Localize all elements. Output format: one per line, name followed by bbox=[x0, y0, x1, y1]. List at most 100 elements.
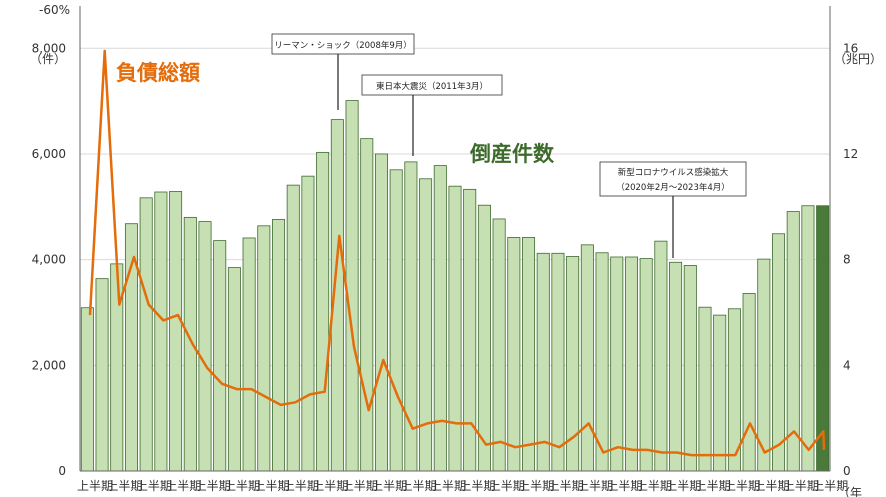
x-tick-label: 上半期 bbox=[548, 479, 584, 493]
bar bbox=[316, 151, 330, 472]
x-tick-label: 上半期 bbox=[106, 479, 142, 493]
x-axis-unit: （年 bbox=[838, 486, 862, 497]
x-tick-label: 上半期 bbox=[724, 479, 760, 493]
left-tick-label: 2,000 bbox=[32, 358, 66, 372]
annotation-text: （2020年2月～2023年4月） bbox=[616, 182, 730, 193]
annotation-box bbox=[361, 74, 503, 96]
count-series-label: 倒産件数 bbox=[469, 142, 555, 166]
bar bbox=[360, 138, 374, 472]
x-tick-label: 上半期 bbox=[253, 479, 289, 493]
bar bbox=[272, 219, 286, 472]
bar bbox=[477, 204, 491, 472]
bar bbox=[507, 237, 521, 472]
left-tick-label: 4,000 bbox=[32, 253, 66, 267]
bar bbox=[286, 184, 300, 472]
x-tick-label: 上半期 bbox=[577, 479, 613, 493]
bar bbox=[257, 225, 271, 472]
bar bbox=[227, 267, 241, 472]
x-tick-label: 上半期 bbox=[136, 479, 172, 493]
bar bbox=[624, 256, 638, 472]
bar bbox=[95, 278, 109, 472]
bar bbox=[595, 252, 609, 472]
x-tick-label: 上半期 bbox=[430, 479, 466, 493]
bar bbox=[551, 252, 565, 472]
bar-series bbox=[80, 100, 830, 472]
bar bbox=[80, 307, 94, 472]
bar bbox=[536, 252, 550, 472]
left-top-label: -60% bbox=[39, 3, 70, 17]
bar bbox=[419, 178, 433, 472]
annotation-callout: リーマン・ショック（2008年9月） bbox=[271, 33, 415, 110]
x-tick-label: 上半期 bbox=[812, 479, 848, 493]
bar bbox=[169, 191, 183, 472]
axes bbox=[79, 6, 831, 472]
bar bbox=[492, 218, 506, 472]
x-tick-label: 上半期 bbox=[459, 479, 495, 493]
bar bbox=[448, 185, 462, 472]
x-tick-label: 上半期 bbox=[753, 479, 789, 493]
annotation-text: 新型コロナウイルス感染拡大 bbox=[618, 167, 729, 178]
bar bbox=[183, 216, 197, 472]
left-axis-ticks: 0 2,000 4,000 6,000 8,000 bbox=[32, 41, 66, 478]
bar bbox=[522, 237, 536, 472]
bar bbox=[639, 258, 653, 472]
annotation-box bbox=[271, 33, 415, 55]
bar bbox=[580, 244, 594, 472]
bar bbox=[433, 165, 447, 472]
line-series bbox=[88, 49, 826, 457]
bar bbox=[374, 153, 388, 472]
right-tick-label: 4 bbox=[843, 358, 851, 372]
bar bbox=[139, 197, 153, 472]
bar bbox=[154, 191, 168, 472]
annotation-box bbox=[599, 161, 747, 197]
x-tick-label: 上半期 bbox=[195, 479, 231, 493]
right-axis-unit: （兆円） bbox=[834, 52, 882, 66]
left-tick-label: 0 bbox=[58, 464, 66, 478]
x-tick-label: 上半期 bbox=[283, 479, 319, 493]
right-tick-label: 16 bbox=[843, 41, 858, 55]
x-tick-label: 上半期 bbox=[77, 479, 113, 493]
x-axis-ticks: 上半期上半期上半期上半期上半期上半期上半期上半期上半期上半期上半期上半期上半期上… bbox=[77, 479, 848, 493]
debt-series-label: 負債総額 bbox=[116, 61, 200, 85]
x-tick-label: 上半期 bbox=[312, 479, 348, 493]
bar bbox=[213, 240, 227, 472]
x-tick-label: 上半期 bbox=[342, 479, 378, 493]
bar bbox=[669, 261, 683, 472]
left-axis-unit: （件） bbox=[30, 52, 66, 66]
x-tick-label: 上半期 bbox=[783, 479, 819, 493]
x-tick-label: 上半期 bbox=[165, 479, 201, 493]
x-tick-label: 上半期 bbox=[489, 479, 525, 493]
bar bbox=[610, 256, 624, 472]
annotation-callout: 東日本大震災（2011年3月） bbox=[361, 74, 503, 156]
bar bbox=[772, 233, 786, 472]
right-tick-label: 12 bbox=[843, 147, 858, 161]
bar bbox=[713, 314, 727, 472]
right-axis-ticks: 0 4 8 12 16 bbox=[843, 41, 858, 478]
bar bbox=[301, 175, 315, 472]
left-tick-label: 8,000 bbox=[32, 41, 66, 55]
debt-line bbox=[88, 49, 826, 457]
x-tick-label: 上半期 bbox=[224, 479, 260, 493]
annotation-text: リーマン・ショック（2008年9月） bbox=[274, 40, 412, 51]
bar bbox=[389, 169, 403, 472]
x-tick-label: 上半期 bbox=[606, 479, 642, 493]
bar bbox=[683, 265, 697, 472]
bar bbox=[801, 205, 815, 472]
bar bbox=[654, 240, 668, 472]
right-tick-label: 0 bbox=[843, 464, 851, 478]
bar bbox=[242, 237, 256, 472]
annotations: リーマン・ショック（2008年9月） 東日本大震災（2011年3月） 新型コロナウイ… bbox=[271, 33, 747, 258]
annotation-text: 東日本大震災（2011年3月） bbox=[376, 81, 488, 92]
bar bbox=[345, 100, 359, 472]
bar bbox=[742, 293, 756, 472]
bar bbox=[757, 258, 771, 472]
x-tick-label: 上半期 bbox=[371, 479, 407, 493]
left-tick-label: 6,000 bbox=[32, 147, 66, 161]
x-tick-label: 上半期 bbox=[518, 479, 554, 493]
x-tick-label: 上半期 bbox=[665, 479, 701, 493]
x-tick-label: 上半期 bbox=[695, 479, 731, 493]
bar bbox=[198, 221, 212, 472]
bar bbox=[698, 306, 712, 472]
x-tick-label: 上半期 bbox=[401, 479, 437, 493]
